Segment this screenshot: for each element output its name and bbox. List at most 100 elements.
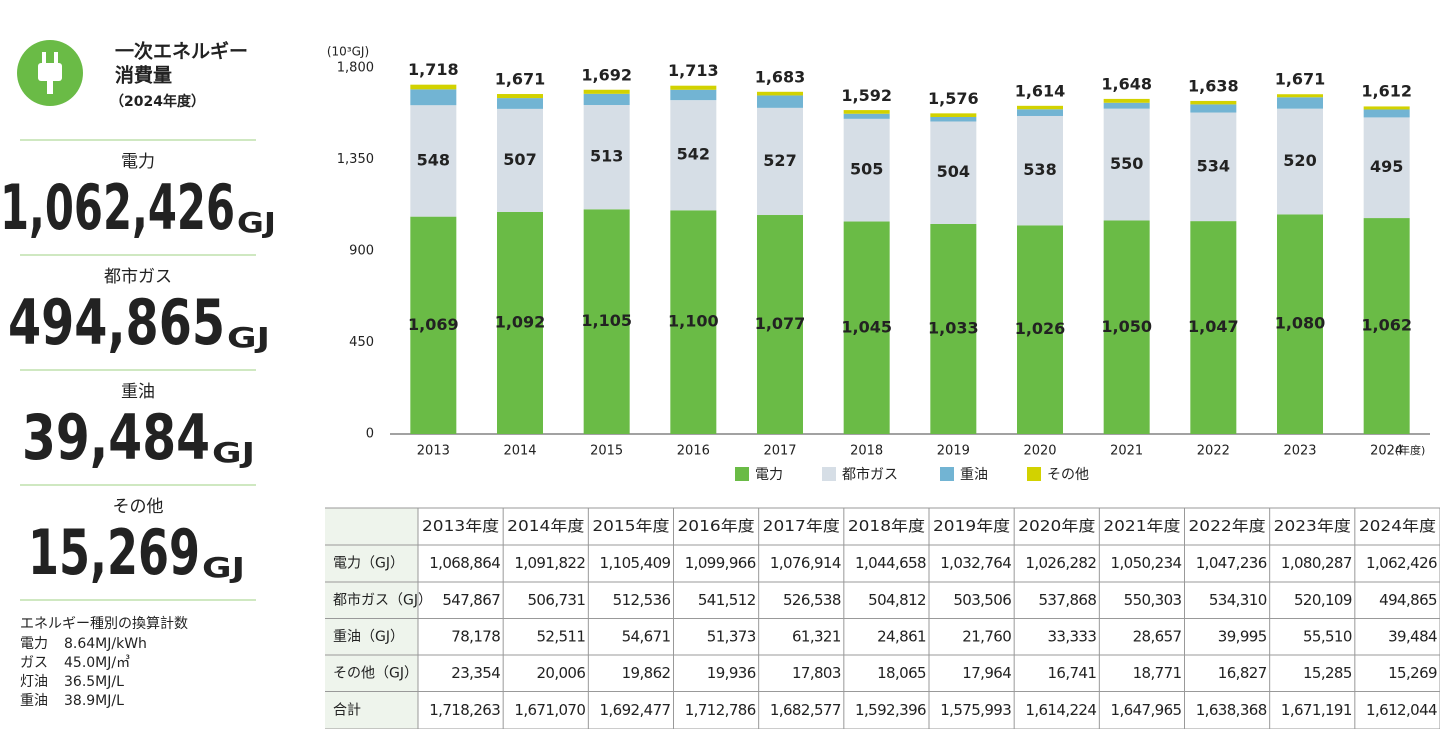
- table-cell: 1,105,409: [600, 554, 671, 572]
- table-header: 2016年度: [678, 517, 755, 535]
- data-label: 1,045: [841, 317, 892, 336]
- table-cell: 1,099,966: [685, 554, 756, 572]
- bar-segment: [497, 94, 543, 99]
- legend-label: 都市ガス: [842, 466, 898, 483]
- bar-segment: [1103, 108, 1150, 221]
- table-cell: 504,812: [868, 591, 926, 609]
- total-label: 1,648: [1101, 74, 1152, 93]
- table-cell: 18,065: [877, 664, 926, 682]
- total-label: 1,612: [1361, 82, 1412, 101]
- table-header: 2014年度: [507, 517, 584, 535]
- bar-segment: [1277, 214, 1323, 434]
- table-cell: 1,575,993: [940, 701, 1011, 719]
- table-cell: 550,303: [1124, 591, 1182, 609]
- data-label: 1,105: [581, 311, 632, 330]
- table-cell: 1,712,786: [685, 701, 756, 719]
- total-label: 1,638: [1188, 76, 1239, 95]
- table-cell: 16,741: [1047, 664, 1096, 682]
- x-tick-label: 2013: [417, 444, 450, 459]
- table-cell: 19,862: [622, 664, 671, 682]
- table-cell: 54,671: [622, 627, 671, 645]
- bar-segment: [583, 93, 630, 106]
- data-label: 1,080: [1275, 314, 1326, 333]
- y-tick-label: 1,350: [337, 152, 374, 167]
- y-unit: (10³GJ): [327, 45, 369, 59]
- table-cell: 1,047,236: [1196, 554, 1267, 572]
- x-unit: (年度): [1395, 443, 1426, 457]
- stat-label: 重油: [121, 382, 155, 402]
- x-tick-label: 2021: [1110, 444, 1143, 459]
- table-cell: 55,510: [1303, 627, 1352, 645]
- total-label: 1,614: [1015, 81, 1066, 100]
- note-value: 38.9MJ/L: [64, 693, 124, 709]
- bar-segment: [1190, 104, 1237, 113]
- x-tick-label: 2019: [937, 444, 970, 459]
- bar-segment: [757, 95, 803, 108]
- table-cell: 503,506: [953, 591, 1011, 609]
- table-cell: 17,803: [792, 664, 841, 682]
- bar-segment: [843, 110, 890, 114]
- stat-label: 都市ガス: [104, 267, 172, 287]
- note-value: 8.64MJ/kWh: [64, 636, 147, 652]
- x-tick-label: 2022: [1197, 444, 1230, 459]
- total-label: 1,592: [841, 86, 892, 105]
- note-value: 45.0MJ/㎥: [64, 655, 130, 671]
- table-cell: 1,076,914: [770, 554, 841, 572]
- notes-title: エネルギー種別の換算計数: [20, 616, 188, 632]
- data-label: 507: [503, 150, 536, 169]
- data-label: 550: [1110, 154, 1143, 173]
- legend-label: その他: [1047, 467, 1089, 483]
- table-cell: 24,861: [877, 627, 926, 645]
- bar-segment: [1017, 109, 1063, 116]
- data-label: 1,033: [928, 318, 979, 337]
- data-label: 504: [937, 162, 970, 181]
- note-value: 36.5MJ/L: [64, 674, 124, 690]
- bar-segment: [497, 108, 543, 212]
- data-label: 1,062: [1361, 316, 1412, 335]
- bar-segment: [843, 221, 890, 434]
- data-label: 1,077: [755, 314, 806, 333]
- data-label: 1,100: [668, 312, 719, 331]
- data-label: 1,047: [1188, 317, 1239, 336]
- table-cell: 1,612,044: [1366, 701, 1437, 719]
- stat-unit: GJ: [202, 551, 245, 584]
- bar-segment: [1277, 97, 1323, 109]
- table-cell: 526,538: [783, 591, 841, 609]
- table-cell: 1,091,822: [514, 554, 585, 572]
- table-cell: 534,310: [1209, 591, 1267, 609]
- total-label: 1,671: [1275, 70, 1326, 89]
- table-cell: 537,868: [1038, 591, 1096, 609]
- table-cell: 18,771: [1133, 664, 1182, 682]
- table-cell: 20,006: [536, 664, 585, 682]
- stat-value: 15,269: [28, 516, 200, 589]
- table-cell: 1,026,282: [1025, 554, 1096, 572]
- table-cell: 78,178: [451, 627, 500, 645]
- stat-unit: GJ: [227, 321, 270, 354]
- table-header: 2013年度: [422, 517, 499, 535]
- data-label: 527: [763, 151, 796, 170]
- data-label: 1,092: [495, 312, 546, 331]
- bar-segment: [1190, 100, 1237, 105]
- table-cell: 547,867: [442, 591, 500, 609]
- bar-segment: [410, 84, 457, 90]
- bar-segment: [1017, 115, 1063, 226]
- bar-segment: [497, 98, 543, 109]
- table-cell: 16,827: [1218, 664, 1267, 682]
- bar-segment: [843, 113, 890, 119]
- x-tick-label: 2024: [1370, 444, 1403, 459]
- bar-segment: [410, 89, 457, 106]
- table-cell: 1,671,191: [1281, 701, 1352, 719]
- x-tick-label: 2016: [677, 444, 710, 459]
- table-cell: 1,080,287: [1281, 554, 1352, 572]
- legend-swatch: [1027, 467, 1041, 481]
- table-cell: 15,269: [1388, 664, 1437, 682]
- table-row-label: 合計: [333, 702, 361, 718]
- table-cell: 17,964: [962, 664, 1011, 682]
- data-label: 548: [417, 150, 450, 169]
- table-cell: 1,671,070: [514, 701, 585, 719]
- table-cell: 541,512: [698, 591, 756, 609]
- x-tick-label: 2020: [1023, 444, 1056, 459]
- table-header: 2018年度: [848, 517, 925, 535]
- table-cell: 1,050,234: [1111, 554, 1182, 572]
- table-cell: 1,032,764: [940, 554, 1011, 572]
